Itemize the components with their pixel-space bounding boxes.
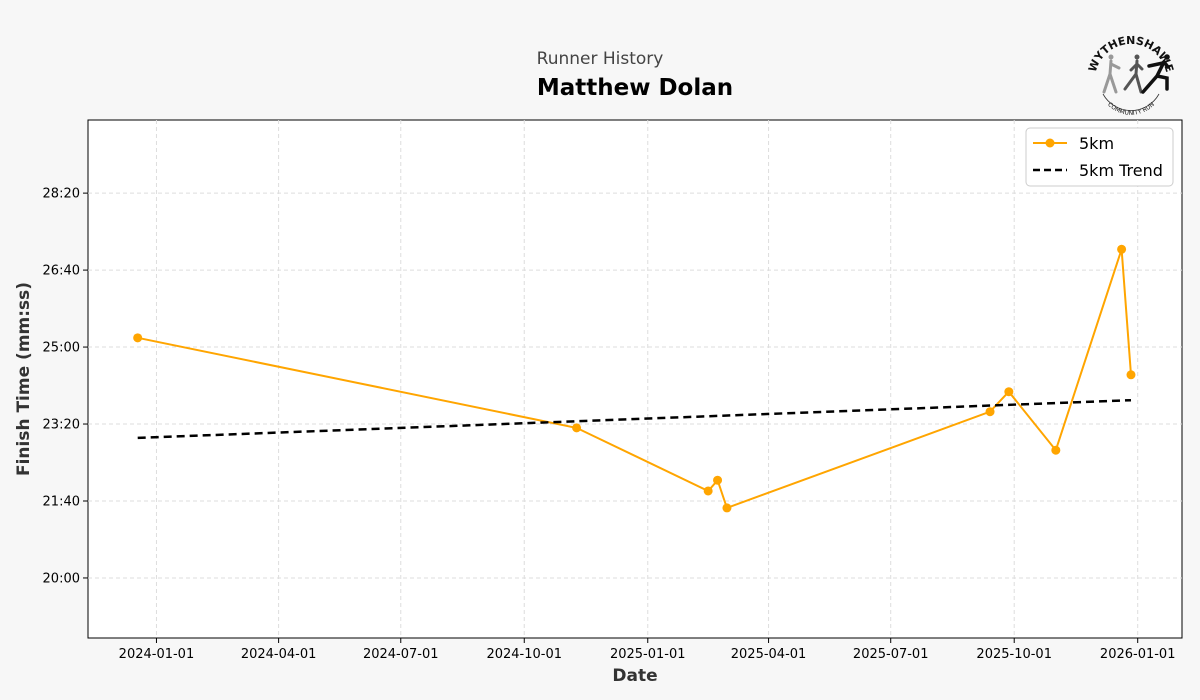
y-tick-label: 21:40 [43,494,80,509]
chart-title: Matthew Dolan [537,75,733,101]
legend-label-trend: 5km Trend [1079,161,1163,180]
series-5km-trend-line [137,398,1132,440]
grid [88,120,1182,638]
x-tick-label: 2026-01-01 [1100,647,1176,662]
data-point-5km [1004,387,1014,397]
x-tick-label: 2025-04-01 [731,647,807,662]
data-point-5km [1126,370,1136,380]
legend: 5km 5km Trend [1025,127,1174,187]
y-ticks: 20:00 21:40 23:20 25:00 26:40 28:20 [43,187,88,586]
series-5km-line [137,248,1132,510]
legend-label-5km: 5km [1079,134,1114,153]
data-point-5km [713,475,723,485]
x-tick-label: 2025-07-01 [853,647,929,662]
data-point-5km [133,333,143,343]
x-tick-label: 2024-07-01 [363,647,439,662]
data-point-5km [1117,244,1127,254]
legend-marker-5km [1045,138,1055,148]
x-tick-label: 2025-10-01 [976,647,1052,662]
x-tick-label: 2024-04-01 [241,647,317,662]
y-tick-label: 20:00 [43,571,80,586]
series-layer [133,244,1136,513]
y-axis-label: Finish Time (mm:ss) [14,282,34,476]
chart-subtitle: Runner History [537,49,664,69]
data-point-5km [722,503,732,513]
plot-area [87,119,1183,639]
data-point-5km [572,423,582,433]
data-point-5km [1051,445,1061,455]
x-tick-label: 2025-01-01 [610,647,686,662]
y-tick-label: 26:40 [43,264,80,279]
data-point-5km [703,486,713,496]
x-tick-label: 2024-01-01 [119,647,195,662]
data-point-5km [985,407,995,417]
x-tick-label: 2024-10-01 [486,647,562,662]
wythenshawe-logo: WYTHENSHAWE COMMUNITY RUN [1086,34,1176,117]
x-ticks: 2024-01-01 2024-04-01 2024-07-01 2024-10-01… [119,638,1176,662]
y-tick-label: 28:20 [43,187,80,202]
x-axis-label: Date [612,666,657,686]
y-tick-label: 25:00 [43,341,80,356]
y-tick-label: 23:20 [43,418,80,433]
svg-text:COMMUNITY RUN: COMMUNITY RUN [1106,101,1156,117]
